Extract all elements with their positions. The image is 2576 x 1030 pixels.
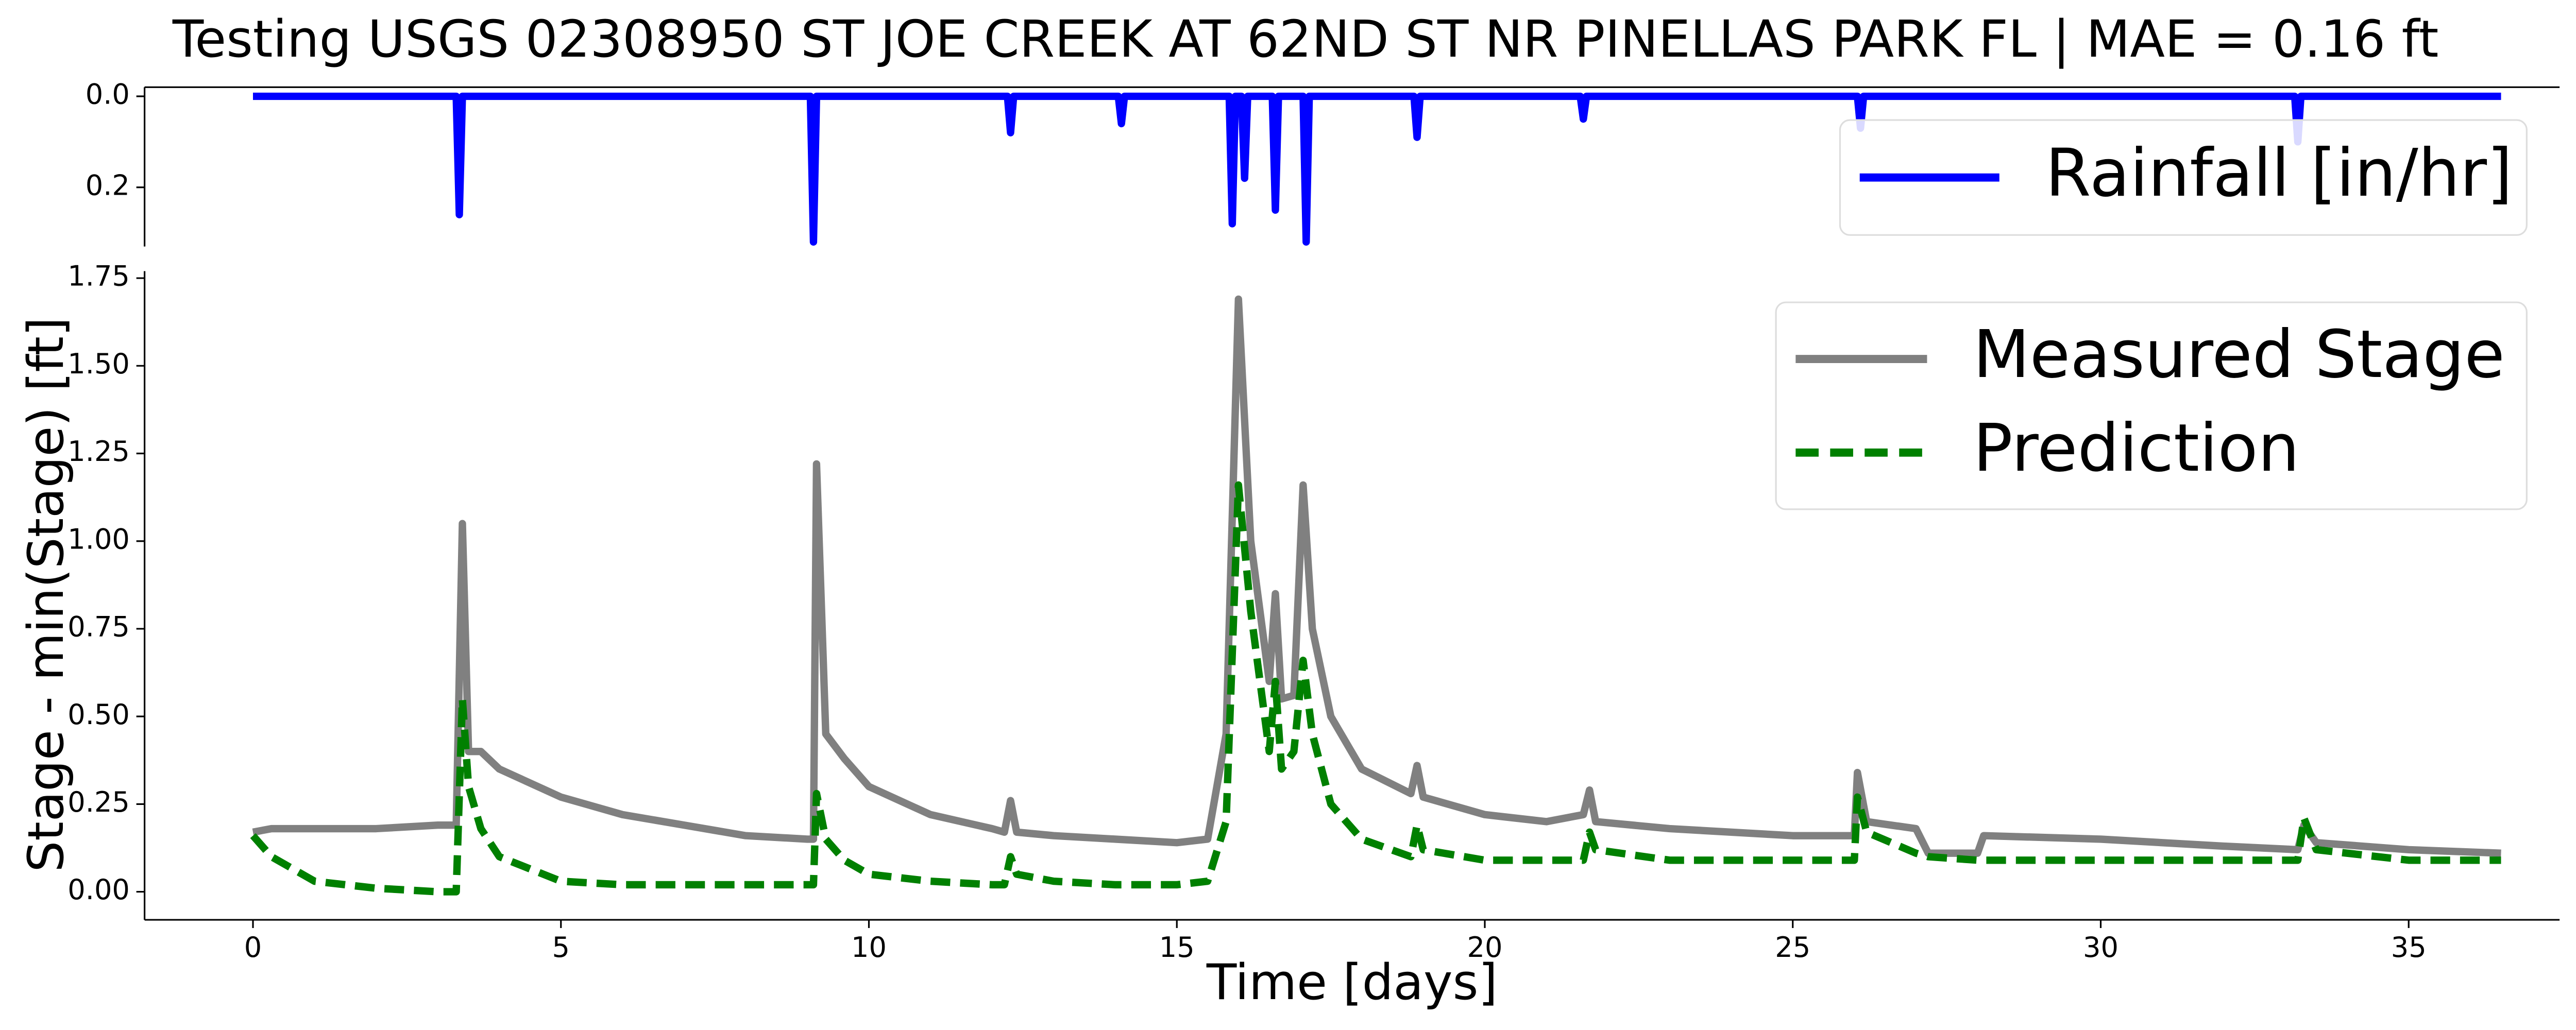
y-tick-label: 1.50: [67, 348, 130, 380]
y-tick-label: 1.75: [67, 260, 130, 293]
y-tick-label: 0.25: [67, 786, 130, 818]
y-tick-label: 0.00: [67, 873, 130, 906]
x-axis-label: Time [days]: [1206, 953, 1498, 1011]
y-tick-label: 0.75: [67, 611, 130, 643]
y-tick-label: 0.50: [67, 698, 130, 731]
x-tick-label: 20: [1467, 931, 1503, 964]
legend-label: Measured Stage: [1973, 317, 2505, 393]
x-tick-label: 15: [1159, 931, 1195, 964]
legend-box: [1775, 301, 2528, 510]
series-line: [250, 481, 2501, 896]
x-tick-label: 10: [851, 931, 887, 964]
chart-title: Testing USGS 02308950 ST JOE CREEK AT 62…: [172, 10, 2439, 69]
legend-box: [1839, 119, 2528, 236]
x-tick-label: 30: [2083, 931, 2119, 964]
legend-label: Rainfall [in/hr]: [2045, 135, 2513, 212]
x-tick-label: 0: [244, 931, 262, 964]
legend-label: Prediction: [1973, 410, 2300, 487]
series-line: [253, 92, 2501, 246]
y-axis-label: Stage - min(Stage) [ft]: [17, 317, 75, 872]
x-tick-label: 5: [552, 931, 570, 964]
y-tick-label: 0.0: [86, 78, 130, 111]
x-tick-label: 25: [1775, 931, 1810, 964]
y-tick-label: 0.2: [86, 169, 130, 201]
y-tick-label: 1.00: [67, 523, 130, 555]
series-line: [252, 295, 2501, 857]
x-tick-label: 35: [2391, 931, 2427, 964]
y-tick-label: 1.25: [67, 435, 130, 468]
